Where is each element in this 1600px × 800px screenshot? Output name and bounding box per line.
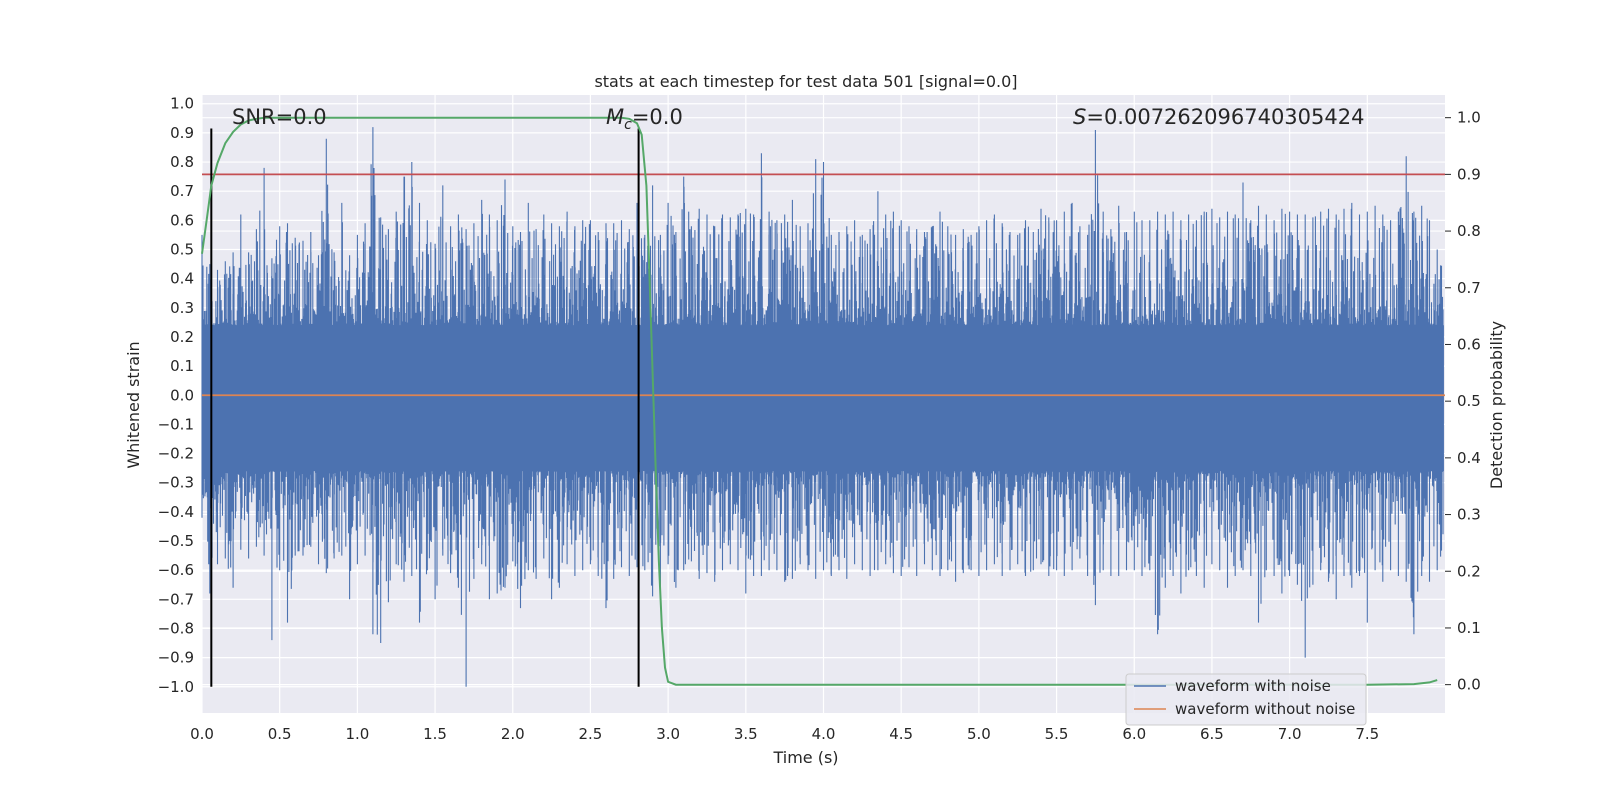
annotation-chirp-mass-sub: c (624, 117, 632, 133)
series-detection-probability (201, 116, 1438, 686)
y-tick-label: 1.0 (170, 95, 194, 113)
y2-tick-label: 0.8 (1457, 222, 1481, 240)
y-tick-label: 0.5 (170, 241, 194, 259)
y-tick-label: −1.0 (158, 678, 194, 696)
annotation-snr: SNR=0.0 (232, 105, 327, 129)
annotation-chirp-mass-symbol: M (606, 105, 624, 129)
y2-tick-label: 0.0 (1457, 676, 1481, 694)
y2-tick-label: 0.1 (1457, 619, 1481, 637)
legend-label-waveform-without-noise: waveform without noise (1175, 700, 1355, 718)
y-tick-label: 0.2 (170, 328, 194, 346)
y-tick-label: 0.4 (170, 270, 194, 288)
annotation-score: S=0.007262096740305424 (1073, 105, 1364, 129)
y2-tick-label: 0.3 (1457, 506, 1481, 524)
y-tick-label: 0.1 (170, 357, 194, 375)
x-tick-label: 7.5 (1355, 725, 1379, 743)
y-tick-label: −0.2 (158, 445, 194, 463)
y-tick-label: −0.5 (158, 532, 194, 550)
y2-tick-label: 0.6 (1457, 335, 1481, 353)
y2-axis-ticks: 1.0 0.9 0.8 0.7 0.6 0.5 0.4 0.3 0.2 0.1 0.0 (1445, 109, 1481, 694)
legend: waveform with noise waveform without noi… (1125, 673, 1367, 726)
y-tick-label: −0.4 (158, 503, 194, 521)
x-tick-label: 2.0 (501, 725, 525, 743)
y-tick-label: −0.8 (158, 619, 194, 637)
x-tick-label: 6.0 (1122, 725, 1146, 743)
annotation-chirp-mass: Mc=0.0 (606, 105, 683, 133)
x-tick-label: 5.5 (1045, 725, 1069, 743)
x-tick-label: 3.0 (656, 725, 680, 743)
x-tick-label: 0.0 (190, 725, 214, 743)
annotation-chirp-mass-value: =0.0 (632, 105, 683, 129)
y-tick-label: 0.3 (170, 299, 194, 317)
y-tick-label: −0.9 (158, 649, 194, 667)
y-tick-label: 0.6 (170, 211, 194, 229)
x-tick-label: 0.5 (268, 725, 292, 743)
x-axis-label: Time (s) (772, 748, 838, 767)
y-tick-label: 0.0 (170, 386, 194, 404)
legend-box (1125, 673, 1367, 726)
y-tick-label: 0.8 (170, 153, 194, 171)
x-tick-label: 5.0 (967, 725, 991, 743)
y2-tick-label: 0.2 (1457, 562, 1481, 580)
chart-title: stats at each timestep for test data 501… (594, 72, 1017, 91)
x-tick-label: 1.0 (345, 725, 369, 743)
noise-trace (201, 127, 1444, 687)
y2-tick-label: 0.4 (1457, 449, 1481, 467)
y-tick-label: 0.7 (170, 182, 194, 200)
annotation-score-symbol: S (1073, 105, 1086, 129)
y-tick-label: 0.9 (170, 124, 194, 142)
y2-axis-label: Detection probability (1487, 321, 1506, 489)
x-tick-label: 3.5 (734, 725, 758, 743)
y2-tick-label: 0.9 (1457, 165, 1481, 183)
x-tick-label: 4.5 (889, 725, 913, 743)
y2-tick-label: 0.7 (1457, 279, 1481, 297)
y-axis-ticks: 1.0 0.9 0.8 0.7 0.6 0.5 0.4 0.3 0.2 0.1 0.0 −0.1 −0.… (158, 95, 194, 696)
annotation-score-value: =0.007262096740305424 (1086, 105, 1364, 129)
y2-tick-label: 1.0 (1457, 109, 1481, 127)
x-tick-label: 2.5 (579, 725, 603, 743)
y-axis-label: Whitened strain (124, 341, 143, 468)
series-waveform-with-noise (201, 127, 1444, 687)
y2-tick-label: 0.5 (1457, 392, 1481, 410)
y-tick-label: −0.3 (158, 474, 194, 492)
y-tick-label: −0.7 (158, 590, 194, 608)
y-tick-label: −0.1 (158, 415, 194, 433)
legend-label-waveform-with-noise: waveform with noise (1175, 677, 1331, 695)
vertical-markers (210, 128, 640, 687)
x-tick-label: 1.5 (423, 725, 447, 743)
x-tick-label: 4.0 (812, 725, 836, 743)
y-tick-label: −0.6 (158, 561, 194, 579)
x-tick-label: 7.0 (1278, 725, 1302, 743)
x-tick-label: 6.5 (1200, 725, 1224, 743)
x-axis-ticks: 0.0 0.5 1.0 1.5 2.0 2.5 3.0 3.5 4.0 4.5 5.0 5.5 6.0 6… (190, 725, 1379, 743)
